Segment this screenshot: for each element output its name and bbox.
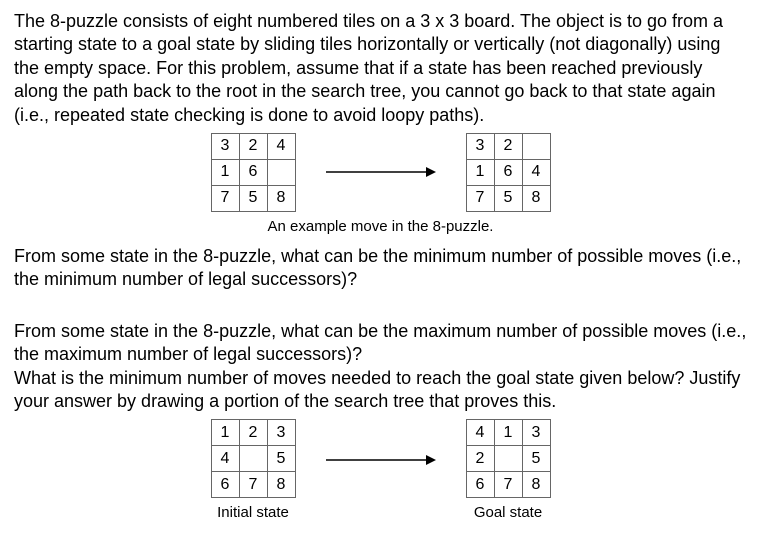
cell: 1 (211, 420, 239, 446)
cell: 4 (522, 159, 550, 185)
cell: 3 (211, 133, 239, 159)
cell: 1 (211, 159, 239, 185)
example-caption: An example move in the 8-puzzle. (14, 218, 747, 235)
cell (494, 446, 522, 472)
cell: 2 (239, 420, 267, 446)
cell: 2 (466, 446, 494, 472)
cell: 8 (267, 472, 295, 498)
arrow-right-icon (326, 162, 436, 182)
initial-state-label: Initial state (217, 504, 289, 521)
cell: 6 (211, 472, 239, 498)
cell: 4 (267, 133, 295, 159)
cell: 5 (522, 446, 550, 472)
goal-state-col: 4 1 3 2 5 6 7 8 Goal state (466, 419, 551, 521)
cell: 6 (239, 159, 267, 185)
cell: 8 (522, 185, 550, 211)
spacer (14, 298, 747, 320)
question-min-successors: From some state in the 8-puzzle, what ca… (14, 245, 747, 292)
cell: 8 (267, 185, 295, 211)
cell: 3 (267, 420, 295, 446)
arrow-right-icon (326, 450, 436, 470)
example-move-row: 3 2 4 1 6 7 5 8 3 2 (14, 133, 747, 212)
cell: 5 (239, 185, 267, 211)
cell: 1 (466, 159, 494, 185)
cell: 2 (494, 133, 522, 159)
intro-paragraph: The 8-puzzle consists of eight numbered … (14, 10, 747, 127)
cell: 7 (239, 472, 267, 498)
cell: 4 (211, 446, 239, 472)
example-left-board: 3 2 4 1 6 7 5 8 (211, 133, 296, 212)
cell: 6 (466, 472, 494, 498)
initial-state-col: 1 2 3 4 5 6 7 8 Initial state (211, 419, 296, 521)
initial-state-board: 1 2 3 4 5 6 7 8 (211, 419, 296, 498)
cell: 1 (494, 420, 522, 446)
cell: 4 (466, 420, 494, 446)
cell: 7 (211, 185, 239, 211)
cell: 6 (494, 159, 522, 185)
cell (267, 159, 295, 185)
question-min-moves: What is the minimum number of moves need… (14, 367, 747, 414)
goal-state-board: 4 1 3 2 5 6 7 8 (466, 419, 551, 498)
cell: 5 (267, 446, 295, 472)
cell: 5 (494, 185, 522, 211)
states-row: 1 2 3 4 5 6 7 8 Initial state 4 (14, 419, 747, 521)
example-right-board: 3 2 1 6 4 7 5 8 (466, 133, 551, 212)
cell: 7 (494, 472, 522, 498)
cell (239, 446, 267, 472)
example-right-col: 3 2 1 6 4 7 5 8 (466, 133, 551, 212)
example-left-col: 3 2 4 1 6 7 5 8 (211, 133, 296, 212)
question-max-successors: From some state in the 8-puzzle, what ca… (14, 320, 747, 367)
cell: 8 (522, 472, 550, 498)
cell: 2 (239, 133, 267, 159)
goal-state-label: Goal state (474, 504, 542, 521)
cell: 3 (466, 133, 494, 159)
cell: 7 (466, 185, 494, 211)
cell (522, 133, 550, 159)
cell: 3 (522, 420, 550, 446)
